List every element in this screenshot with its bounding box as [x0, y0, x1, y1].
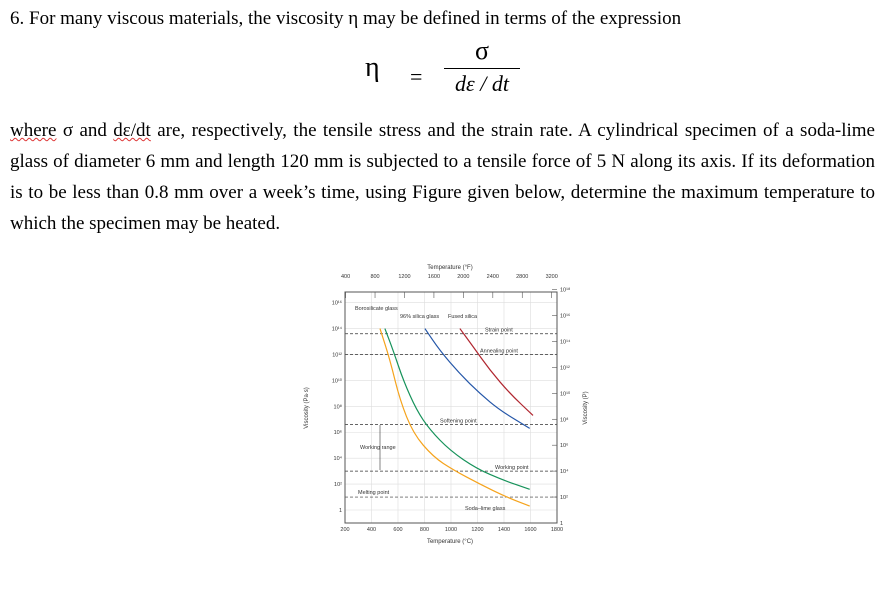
x-tick-label: 600: [393, 527, 402, 533]
label-96-silica: 96% silica glass: [400, 314, 439, 320]
label-fused-silica: Fused silica: [448, 314, 478, 320]
x2-axis-label: Temperature (°F): [427, 265, 472, 271]
equation-equals: =: [410, 64, 423, 89]
equation-denominator: dε / dt: [455, 71, 509, 96]
reference-label: Working point: [495, 465, 529, 471]
x-tick-label: 1000: [445, 527, 457, 533]
x2-tick-label: 400: [341, 274, 350, 280]
y-tick-label: 10¹²: [332, 352, 342, 358]
text: are, respectively, the tensile stress an…: [10, 120, 875, 234]
y2-tick-label: 10⁶: [560, 442, 568, 449]
reference-label: Melting point: [358, 490, 390, 496]
y-tick-label: 10¹⁶: [332, 300, 342, 307]
viscosity-temperature-chart: Strain point Annealing point Softening poi…: [304, 265, 589, 545]
y2-tick-label: 10⁸: [560, 416, 568, 423]
x-tick-label: 200: [340, 527, 349, 533]
label-borosilicate: Borosilicate glass: [355, 306, 398, 312]
curves: [379, 328, 534, 507]
y2-tick-label: 10¹²: [560, 365, 570, 371]
y-axis-label: Viscosity (Pa·s): [304, 387, 310, 429]
fraction-bar: [444, 68, 520, 69]
x2-tick-label: 2000: [457, 274, 469, 280]
y2-tick-label: 1: [560, 521, 563, 527]
y2-tick-label: 10¹⁰: [560, 390, 571, 397]
y-tick-label: 10⁸: [334, 403, 342, 410]
y2-tick-label: 10²: [560, 495, 568, 501]
reference-label: Annealing point: [480, 348, 518, 354]
label-working-range: Working range: [360, 445, 396, 451]
y-tick-label: 10²: [334, 482, 342, 488]
y2-tick-label: 10¹⁴: [560, 339, 571, 346]
y-tick-label: 10⁶: [334, 429, 342, 436]
curve-fused-silica: [459, 328, 534, 416]
x-axis-label: Temperature (°C): [427, 539, 473, 545]
equation-fraction: σ dε / dt: [444, 36, 520, 97]
question-heading: 6. For many viscous materials, the visco…: [10, 8, 682, 29]
reference-label: Softening point: [440, 418, 477, 424]
spellcheck-word[interactable]: where: [10, 120, 57, 141]
y2-tick-label: 10¹⁸: [560, 287, 570, 294]
x2-tick-label: 1200: [398, 274, 410, 280]
label-soda-lime: Soda–lime glass: [465, 506, 506, 512]
x2-tick-label: 3200: [546, 274, 558, 280]
curve-borosilicate-glass: [384, 328, 530, 490]
x-tick-label: 1600: [524, 527, 536, 533]
spellcheck-word[interactable]: dε/dt: [113, 120, 151, 141]
y2-tick-label: 10¹⁶: [560, 313, 570, 320]
plot-frame: [344, 291, 558, 524]
y-tick-label: 10⁴: [334, 455, 343, 462]
x-tick-label: 1800: [551, 527, 563, 533]
y2-axis-label: Viscosity (P): [583, 391, 589, 424]
y2-tick-label: 10⁴: [560, 468, 569, 475]
text: σ and: [56, 120, 114, 141]
x-tick-label: 1400: [498, 527, 510, 533]
x2-tick-label: 2800: [516, 274, 528, 280]
x2-tick-label: 2400: [487, 274, 499, 280]
question-paragraph: where σ and dε/dt are, respectively, the…: [10, 115, 875, 239]
x-tick-label: 800: [420, 527, 429, 533]
x2-tick-label: 1600: [428, 274, 440, 280]
y-tick-label: 1: [339, 508, 342, 514]
x-tick-label: 400: [367, 527, 376, 533]
equation-numerator: σ: [474, 36, 489, 65]
curve-96-silica-glass: [424, 328, 531, 429]
x2-tick-label: 800: [370, 274, 379, 280]
equation-eta: η: [365, 52, 380, 83]
curve-soda-lime-glass: [379, 328, 530, 507]
x-tick-label: 1200: [471, 527, 483, 533]
reference-label: Strain point: [485, 328, 513, 334]
y-tick-label: 10¹⁴: [332, 326, 343, 333]
reference-lines: Strain point Annealing point Softening poi…: [345, 328, 557, 498]
y-tick-label: 10¹⁰: [332, 377, 343, 384]
